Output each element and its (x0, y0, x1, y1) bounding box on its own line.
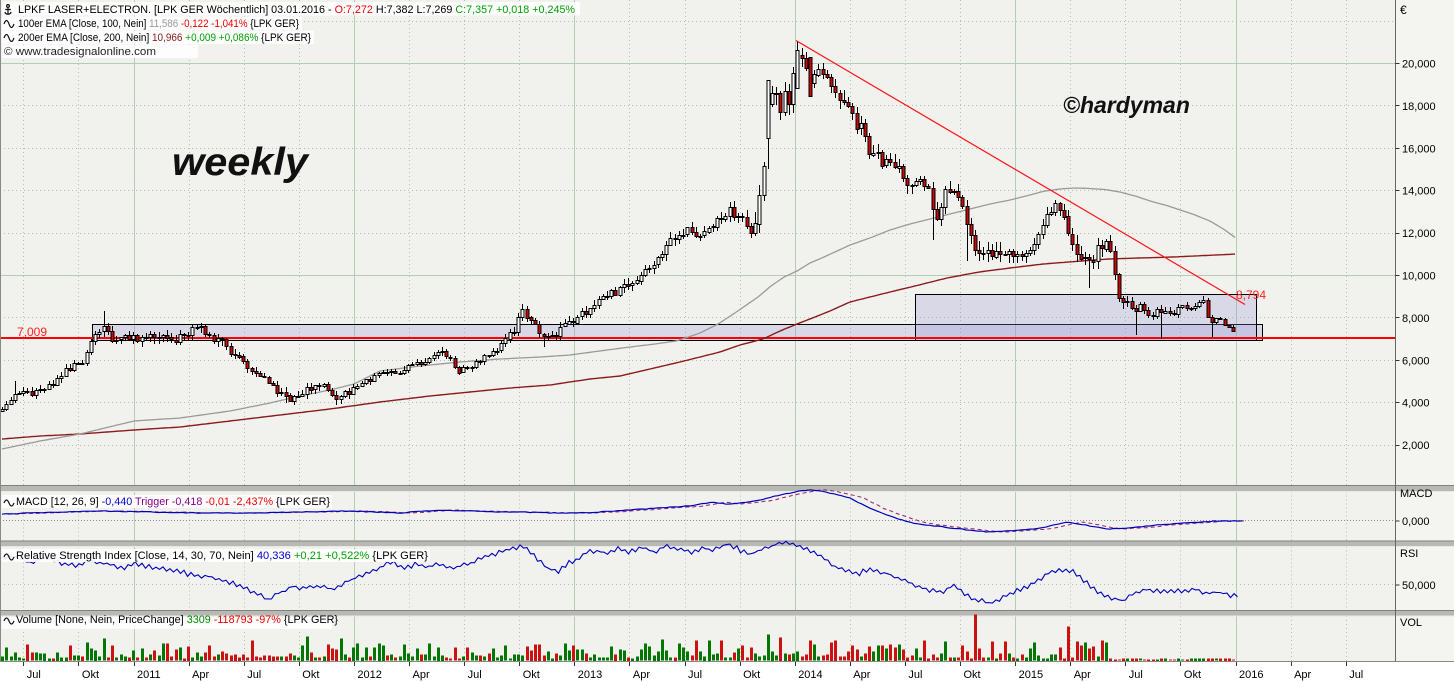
svg-text:VOL: VOL (1400, 617, 1422, 629)
svg-text:Volume [None, Nein, PriceChang: Volume [None, Nein, PriceChange] 3309 -1… (16, 614, 338, 626)
svg-text:10,000: 10,000 (1402, 271, 1436, 283)
svg-text:Jul: Jul (1349, 669, 1363, 681)
svg-text:4,000: 4,000 (1402, 398, 1430, 410)
svg-text:Apr: Apr (1074, 669, 1091, 681)
svg-text:Apr: Apr (192, 669, 209, 681)
svg-text:14,000: 14,000 (1402, 186, 1436, 198)
svg-text:RSI: RSI (1400, 548, 1418, 560)
svg-text:100er EMA [Close, 100, Nein] 1: 100er EMA [Close, 100, Nein] 11,586 -0,1… (18, 18, 299, 30)
svg-text:Okt: Okt (523, 669, 540, 681)
svg-text:© www.tradesignalonline.com: © www.tradesignalonline.com (4, 46, 156, 58)
svg-text:Jul: Jul (908, 669, 922, 681)
svg-text:8,794: 8,794 (1236, 288, 1266, 302)
svg-text:©hardyman: ©hardyman (1063, 92, 1190, 118)
svg-text:MACD: MACD (1400, 488, 1432, 500)
svg-text:18,000: 18,000 (1402, 101, 1436, 113)
svg-text:50,000: 50,000 (1402, 580, 1436, 592)
svg-text:2014: 2014 (798, 669, 822, 681)
svg-text:2011: 2011 (137, 669, 161, 681)
svg-text:Apr: Apr (413, 669, 430, 681)
svg-text:0,000: 0,000 (1402, 516, 1430, 528)
svg-text:Jul: Jul (247, 669, 261, 681)
svg-text:2015: 2015 (1019, 669, 1043, 681)
svg-text:2,000: 2,000 (1402, 440, 1430, 452)
svg-text:Apr: Apr (1294, 669, 1311, 681)
svg-text:2016: 2016 (1239, 669, 1263, 681)
svg-text:7,009: 7,009 (17, 325, 47, 339)
svg-text:Okt: Okt (743, 669, 760, 681)
svg-text:€: € (1400, 3, 1407, 17)
svg-text:2013: 2013 (578, 669, 602, 681)
svg-text:Apr: Apr (633, 669, 650, 681)
svg-text:Apr: Apr (853, 669, 870, 681)
svg-text:LPKF LASER+ELECTRON. [LPK GER: LPKF LASER+ELECTRON. [LPK GER Wöchentlic… (18, 4, 575, 16)
svg-text:Jul: Jul (27, 669, 41, 681)
svg-text:Okt: Okt (1184, 669, 1201, 681)
svg-text:weekly: weekly (172, 141, 310, 184)
svg-text:20,000: 20,000 (1402, 59, 1436, 71)
svg-text:200er EMA [Close, 200, Nein] 1: 200er EMA [Close, 200, Nein] 10,966 +0,0… (18, 32, 311, 44)
svg-text:Jul: Jul (688, 669, 702, 681)
svg-text:Jul: Jul (1129, 669, 1143, 681)
svg-text:Okt: Okt (82, 669, 99, 681)
svg-text:16,000: 16,000 (1402, 143, 1436, 155)
svg-text:12,000: 12,000 (1402, 228, 1436, 240)
svg-text:Okt: Okt (964, 669, 981, 681)
svg-text:8,000: 8,000 (1402, 313, 1430, 325)
svg-text:Relative Strength Index [Close: Relative Strength Index [Close, 14, 30, … (16, 550, 428, 562)
svg-text:2012: 2012 (357, 669, 381, 681)
svg-text:6,000: 6,000 (1402, 355, 1430, 367)
svg-text:MACD [12, 26, 9] -0,440 Trigge: MACD [12, 26, 9] -0,440 Trigger -0,418 -… (16, 496, 330, 508)
svg-text:Jul: Jul (468, 669, 482, 681)
svg-text:Okt: Okt (302, 669, 319, 681)
